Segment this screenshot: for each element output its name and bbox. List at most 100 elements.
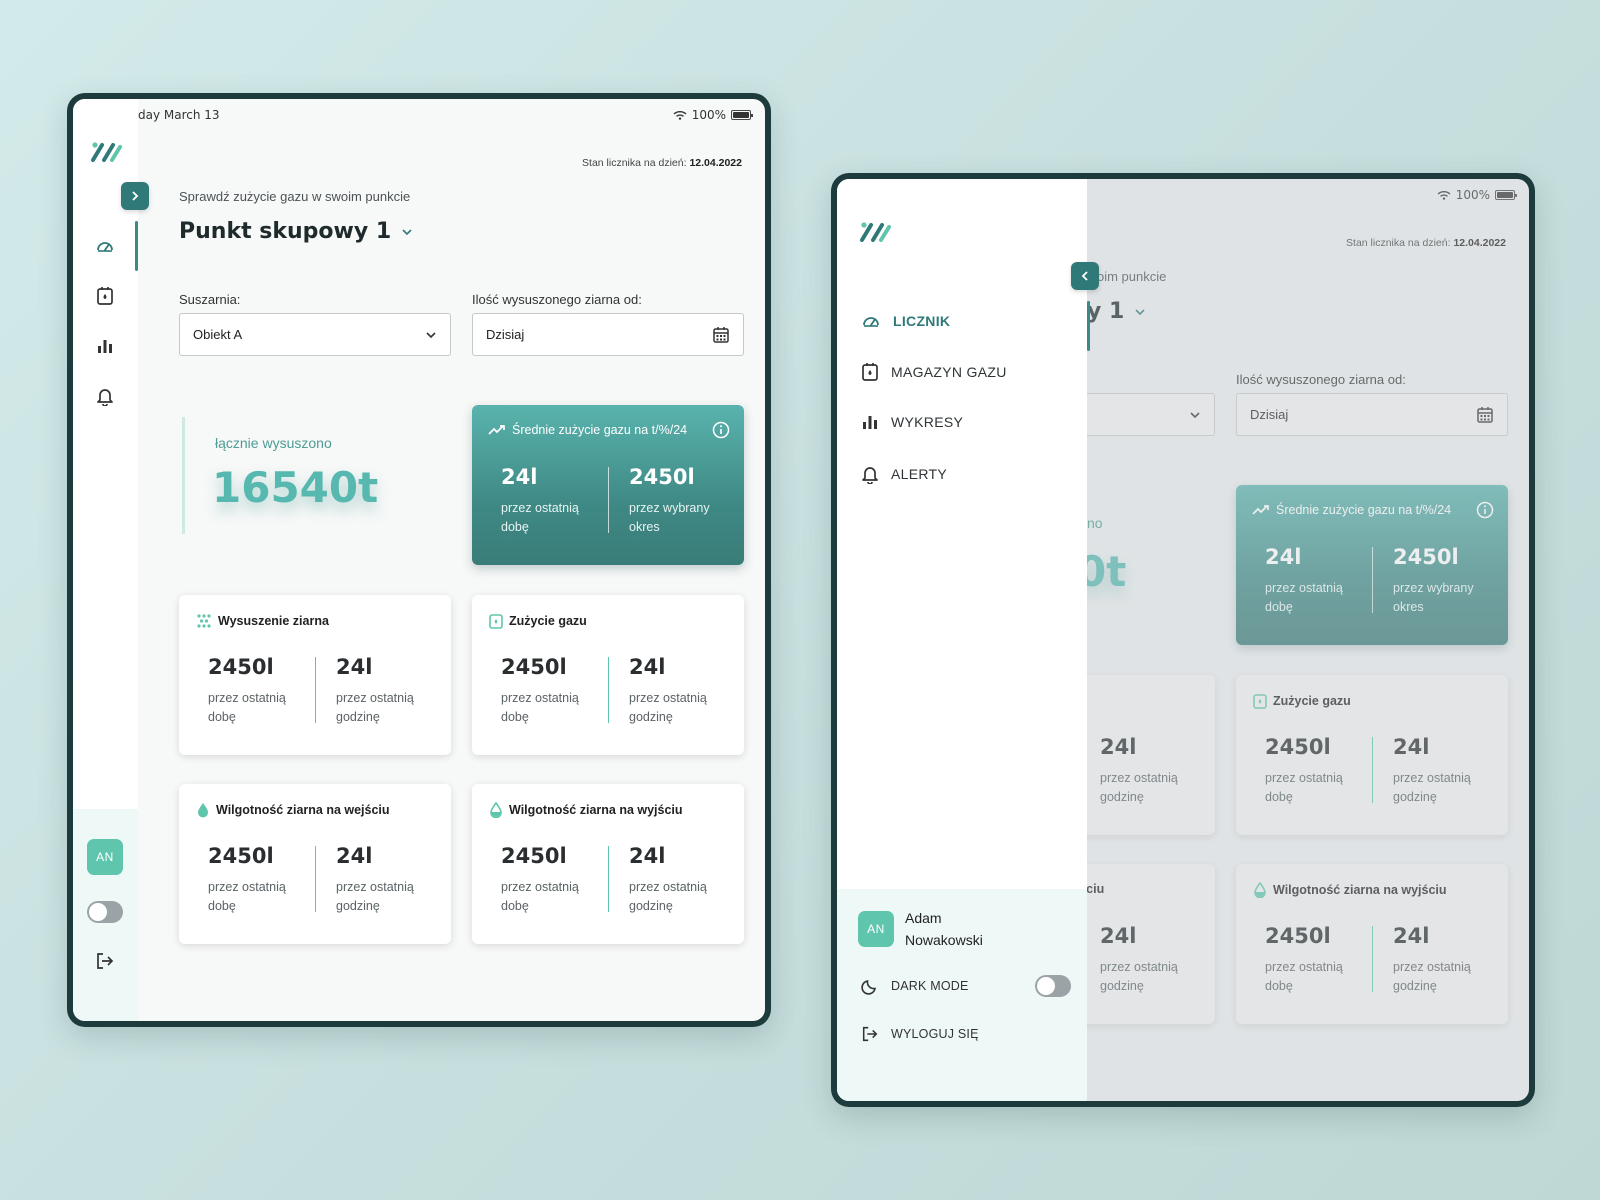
divider — [608, 467, 609, 533]
avatar[interactable]: AN — [87, 839, 123, 875]
avg-gas-card: Średnie zużycie gazu na t/%/24 24l przez… — [472, 405, 744, 565]
card-moisture-in: Wilgotność ziarna na wejściu 2450l przez… — [179, 784, 451, 944]
bell-icon[interactable] — [94, 385, 116, 407]
avg-card-title: Średnie zużycie gazu na t/%/24 — [1276, 503, 1452, 517]
expand-sidebar-button[interactable] — [121, 182, 149, 210]
user-profile[interactable]: AN Adam Nowakowski — [858, 907, 983, 951]
page-title: y 1 — [1087, 299, 1125, 324]
card-left-desc: przez ostatnią dobę — [501, 880, 579, 913]
card-right-desc: przez ostatnią godzinę — [336, 880, 414, 913]
dryer-select[interactable]: Obiekt A — [179, 313, 451, 356]
chevron-right-icon — [132, 191, 139, 201]
card-title: Zużycie gazu — [1273, 694, 1351, 708]
sidebar-footer: AN — [73, 809, 138, 1021]
divider — [1372, 547, 1373, 613]
gas-tank-icon — [1253, 694, 1267, 709]
grain-date-value: Dzisiaj — [1250, 407, 1289, 422]
user-first-name: Adam — [905, 910, 942, 926]
droplet-half-icon — [1254, 882, 1266, 898]
avg-left-desc: przez ostatnią dobę — [1265, 581, 1343, 614]
screen: 100% Stan licznika na dzień: 12.04.2022 … — [837, 179, 1529, 1101]
meter-date-label: Stan licznika na dzień: — [1346, 237, 1451, 249]
nav-label: LICZNIK — [893, 313, 951, 329]
logo-icon — [860, 222, 891, 242]
card-right-desc: przez ostatnią godzinę — [1100, 960, 1178, 993]
card-gas-usage: Zużycie gazu 2450l przez ostatnią dobę 2… — [1236, 675, 1508, 835]
page-subtitle: Sprawdź zużycie gazu w swoim punkcie — [179, 189, 411, 204]
dryer-label: Suszarnia: — [179, 292, 241, 307]
tablet-expanded: 100% Stan licznika na dzień: 12.04.2022 … — [831, 173, 1535, 1107]
card-title: Wysuszenie ziarna — [218, 614, 329, 628]
chevron-down-icon — [426, 331, 436, 338]
card-right-value: 24l — [336, 844, 373, 868]
card-grain-drying: Wysuszenie ziarna 2450l przez ostatnią d… — [179, 595, 451, 755]
meter-date: Stan licznika na dzień: 12.04.2022 — [582, 157, 742, 169]
dark-mode-label: DARK MODE — [891, 979, 969, 993]
nav-item-alerty[interactable]: ALERTY — [861, 464, 947, 484]
logout-icon — [862, 1026, 878, 1042]
gas-tank-icon[interactable] — [94, 285, 116, 307]
avg-right-value: 2450l — [1393, 545, 1459, 569]
card-left-value: 2450l — [501, 655, 567, 679]
calendar-icon[interactable] — [1476, 406, 1494, 424]
sidebar-drawer: LICZNIK MAGAZYN GAZU WYKRESY ALERTY AN A… — [837, 179, 1087, 1101]
nav-item-licznik[interactable]: LICZNIK — [861, 311, 950, 331]
sidebar-rail: AN — [73, 99, 138, 1021]
avg-left-value: 24l — [1265, 545, 1302, 569]
chevron-down-icon — [1135, 308, 1145, 315]
trend-icon — [1252, 505, 1269, 515]
avg-left-desc: przez ostatnią dobę — [501, 501, 579, 534]
tablet-collapsed: AN day March 13 100% Stan licznika na dz… — [67, 93, 771, 1027]
card-gas-usage: Zużycie gazu 2450l przez ostatnią dobę 2… — [472, 595, 744, 755]
avg-left-value: 24l — [501, 465, 538, 489]
nav-label: MAGAZYN GAZU — [891, 364, 1007, 380]
logout-label: WYLOGUJ SIĘ — [891, 1027, 979, 1041]
avatar: AN — [858, 911, 894, 947]
nav-item-wykresy[interactable]: WYKRESY — [861, 413, 963, 431]
page-title: Punkt skupowy 1 — [179, 219, 392, 244]
logout-icon[interactable] — [95, 951, 115, 975]
grain-date-input[interactable]: Dzisiaj — [1236, 393, 1508, 436]
grain-date-input[interactable]: Dzisiaj — [472, 313, 744, 356]
dark-mode-toggle[interactable] — [87, 901, 123, 923]
card-right-desc: przez ostatnią godzinę — [336, 691, 414, 724]
avg-right-desc: przez wybrany okres — [629, 501, 710, 534]
card-right-value: 24l — [336, 655, 373, 679]
gas-tank-icon — [489, 614, 503, 629]
grain-dots-icon — [197, 614, 211, 628]
calendar-icon[interactable] — [712, 326, 730, 344]
card-left-desc: przez ostatnią dobę — [1265, 771, 1343, 804]
total-value: 16540t — [212, 463, 379, 512]
droplet-half-icon — [490, 802, 502, 818]
nav-item-magazyn-gazu[interactable]: MAGAZYN GAZU — [861, 362, 1007, 382]
info-icon[interactable] — [712, 421, 730, 439]
card-left-value: 2450l — [501, 844, 567, 868]
bar-chart-icon[interactable] — [94, 335, 116, 357]
point-selector[interactable]: y 1 — [1087, 299, 1146, 324]
avg-card-title: Średnie zużycie gazu na t/%/24 — [512, 423, 688, 437]
user-last-name: Nowakowski — [905, 932, 983, 948]
chevron-down-icon — [1190, 411, 1200, 418]
divider — [1372, 737, 1373, 803]
collapse-sidebar-button[interactable] — [1071, 262, 1099, 290]
card-title: Wilgotność ziarna na wyjściu — [509, 803, 683, 817]
point-selector[interactable]: Punkt skupowy 1 — [179, 219, 413, 244]
meter-date-value: 12.04.2022 — [689, 157, 742, 169]
card-left-value: 2450l — [208, 844, 274, 868]
divider — [315, 846, 316, 912]
info-icon[interactable] — [1476, 501, 1494, 519]
card-right-value: 24l — [629, 844, 666, 868]
dark-mode-toggle[interactable] — [1035, 975, 1071, 997]
wifi-icon — [1437, 191, 1451, 200]
card-left-desc: przez ostatnią dobę — [208, 691, 286, 724]
card-right-value: 24l — [1393, 924, 1430, 948]
bar-chart-icon — [863, 416, 877, 429]
avg-right-desc: przez wybrany okres — [1393, 581, 1474, 614]
card-left-value: 2450l — [1265, 924, 1331, 948]
divider — [608, 846, 609, 912]
status-date: day March 13 — [138, 108, 220, 122]
nav-label: WYKRESY — [891, 414, 964, 430]
logout-button[interactable]: WYLOGUJ SIĘ — [861, 1025, 979, 1043]
total-dried: łącznie wysuszono 16540t — [182, 417, 378, 534]
gauge-icon[interactable] — [94, 235, 116, 257]
